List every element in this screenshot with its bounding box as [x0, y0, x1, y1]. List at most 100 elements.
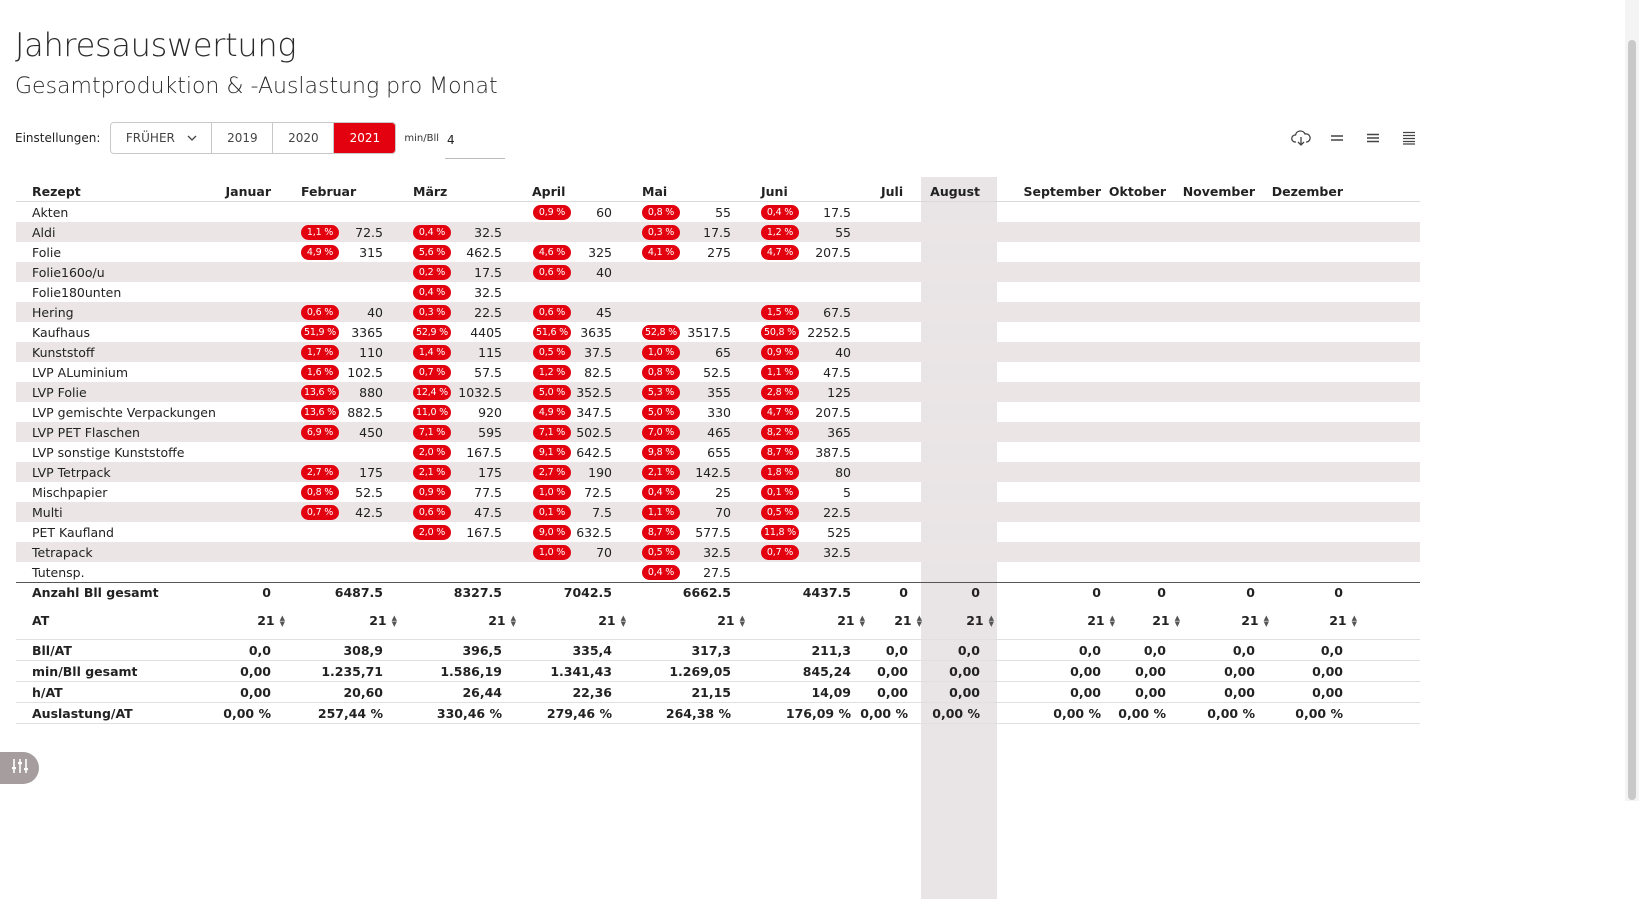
header-month[interactable]: Dezember [1271, 183, 1343, 199]
summary-value: 0,00 [877, 684, 908, 700]
cell-value: 655 [707, 444, 731, 460]
header-month[interactable]: Juni [761, 183, 788, 199]
header-month[interactable]: Juli [881, 183, 904, 199]
year-button-2019[interactable]: 2019 [212, 123, 274, 153]
share-badge: 0,6 % [413, 505, 451, 520]
workdays-stepper[interactable]: 21 ▲ ▼ [1329, 602, 1357, 639]
share-badge: 4,7 % [761, 405, 799, 420]
summary-value: 335,4 [572, 642, 612, 658]
cell-value: 67.5 [823, 304, 851, 320]
spinner-arrows-icon[interactable]: ▲ ▼ [988, 613, 994, 628]
density-standard-icon[interactable] [1355, 126, 1391, 150]
spinner-arrows-icon[interactable]: ▲ ▼ [1109, 613, 1115, 628]
cell-value: 72.5 [584, 484, 612, 500]
summary-value: 0,00 % [1207, 705, 1255, 721]
header-month[interactable]: September [1023, 183, 1102, 199]
share-badge: 5,0 % [642, 405, 680, 420]
earlier-years-dropdown[interactable]: FRÜHER [111, 123, 213, 153]
cell-value: 347.5 [576, 404, 612, 420]
workdays-stepper[interactable]: 21 ▲ ▼ [717, 602, 745, 639]
scrollbar-thumb[interactable] [1628, 40, 1636, 800]
workdays-stepper[interactable]: 21 ▲ ▼ [1087, 602, 1115, 639]
page-scrollbar[interactable] [1625, 0, 1639, 801]
cell-value: 82.5 [584, 364, 612, 380]
earlier-years-label: FRÜHER [125, 131, 175, 145]
share-badge: 0,4 % [642, 485, 680, 500]
density-compact-icon[interactable] [1319, 126, 1355, 150]
cell-value: 525 [827, 524, 851, 540]
workdays-stepper[interactable]: 21 ▲ ▼ [837, 602, 865, 639]
header-month[interactable]: August [930, 183, 980, 199]
spinner-arrows-icon[interactable]: ▲ ▼ [510, 613, 516, 628]
summary-value: 20,60 [343, 684, 383, 700]
cell-value: 175 [359, 464, 383, 480]
density-comfortable-icon[interactable] [1391, 126, 1427, 150]
header-month[interactable]: März [413, 183, 448, 199]
cell-value: 462.5 [466, 244, 502, 260]
summary-value: 1.586,19 [440, 663, 502, 679]
year-button-2020[interactable]: 2020 [273, 123, 335, 153]
summary-value: 0 [1334, 585, 1343, 600]
header-rezept[interactable]: Rezept [32, 183, 81, 199]
workdays-stepper[interactable]: 21 ▲ ▼ [488, 602, 516, 639]
share-badge: 2,7 % [533, 465, 571, 480]
recipe-name: LVP gemischte Verpackungen [32, 404, 216, 420]
summary-value: 264,38 % [665, 705, 731, 721]
summary-value: 1.341,43 [550, 663, 612, 679]
header-month[interactable]: April [532, 183, 566, 199]
workdays-stepper[interactable]: 21 ▲ ▼ [1152, 602, 1180, 639]
spinner-arrows-icon[interactable]: ▲ ▼ [739, 613, 745, 628]
header-month[interactable]: Februar [301, 183, 357, 199]
share-badge: 9,1 % [533, 445, 571, 460]
spinner-arrows-icon[interactable]: ▲ ▼ [1351, 613, 1357, 628]
share-badge: 13,6 % [301, 405, 339, 420]
share-badge: 0,1 % [533, 505, 571, 520]
summary-value: 279,46 % [546, 705, 612, 721]
workdays-stepper[interactable]: 21 ▲ ▼ [894, 602, 922, 639]
workdays-stepper[interactable]: 21 ▲ ▼ [598, 602, 626, 639]
share-badge: 0,7 % [413, 365, 451, 380]
share-badge: 2,8 % [761, 385, 799, 400]
table-row: Hering 0,6 % 40 0,3 % 22.5 0,6 % 45 1,5 % 67.5 [16, 302, 1420, 322]
cell-value: 102.5 [347, 364, 383, 380]
recipe-name: LVP Tetrpack [32, 464, 111, 480]
min-per-bll-input[interactable] [445, 121, 506, 159]
workdays-stepper[interactable]: 21 ▲ ▼ [257, 602, 285, 639]
spinner-arrows-icon[interactable]: ▲ ▼ [620, 613, 626, 628]
cell-value: 355 [707, 384, 731, 400]
summary-value: 0,00 [877, 663, 908, 679]
cell-value: 502.5 [576, 424, 612, 440]
spinner-arrows-icon[interactable]: ▲ ▼ [1174, 613, 1180, 628]
spinner-arrows-icon[interactable]: ▲ ▼ [279, 613, 285, 628]
share-badge: 2,1 % [413, 465, 451, 480]
cell-value: 52.5 [703, 364, 731, 380]
workdays-stepper[interactable]: 21 ▲ ▼ [1241, 602, 1269, 639]
summary-value: 0,00 [1224, 663, 1255, 679]
share-badge: 1,0 % [642, 345, 680, 360]
header-month[interactable]: Mai [642, 183, 668, 199]
share-badge: 50,8 % [761, 325, 799, 340]
header-month[interactable]: November [1182, 183, 1255, 199]
summary-value: 0,00 [240, 684, 271, 700]
header-month[interactable]: Januar [225, 183, 271, 199]
workdays-value: 21 [488, 613, 506, 628]
cloud-download-icon[interactable] [1283, 126, 1319, 150]
summary-value: 0,00 % [860, 705, 908, 721]
settings-fab[interactable] [0, 752, 39, 784]
header-month[interactable]: Oktober [1108, 183, 1166, 199]
table-row: LVP sonstige Kunststoffe 2,0 % 167.5 9,1 % 6… [16, 442, 1420, 462]
spinner-arrows-icon[interactable]: ▲ ▼ [916, 613, 922, 628]
summary-label: min/Bll gesamt [32, 663, 138, 679]
cell-value: 40 [835, 344, 851, 360]
workdays-stepper[interactable]: 21 ▲ ▼ [369, 602, 397, 639]
spinner-arrows-icon[interactable]: ▲ ▼ [1263, 613, 1269, 628]
share-badge: 0,4 % [761, 205, 799, 220]
workdays-stepper[interactable]: 21 ▲ ▼ [966, 602, 994, 639]
year-button-2021[interactable]: 2021 [334, 123, 396, 153]
share-badge: 4,7 % [761, 245, 799, 260]
summary-value: 0,00 [949, 663, 980, 679]
spinner-arrows-icon[interactable]: ▲ ▼ [859, 613, 865, 628]
summary-value: 0,0 [1320, 642, 1343, 658]
spinner-arrows-icon[interactable]: ▲ ▼ [391, 613, 397, 628]
cell-value: 595 [478, 424, 502, 440]
